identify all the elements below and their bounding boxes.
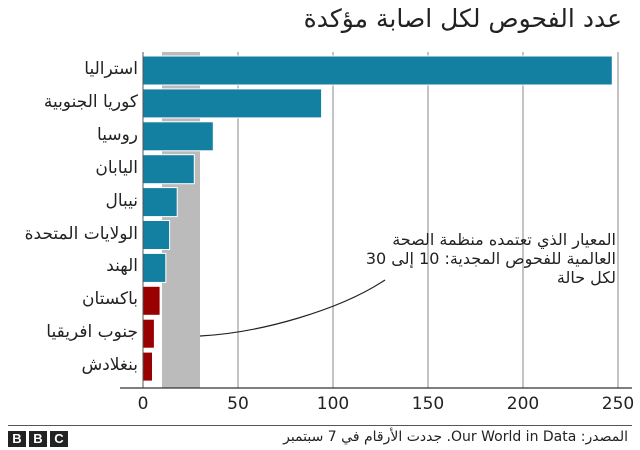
x-tick-label: 0 xyxy=(137,394,149,414)
bar xyxy=(142,88,323,119)
bar xyxy=(142,121,214,152)
bar xyxy=(142,285,161,316)
category-label: استراليا xyxy=(84,59,138,79)
category-label: اليابان xyxy=(95,157,138,178)
category-label: باكستان xyxy=(82,289,138,310)
bar xyxy=(142,351,153,382)
annotation-line-3: لكل حالة xyxy=(556,268,616,287)
category-label: نيبال xyxy=(105,190,138,211)
bar xyxy=(142,187,178,218)
bar xyxy=(142,154,195,185)
x-tick-label: 100 xyxy=(316,394,350,414)
annotation-leader-line xyxy=(199,279,386,337)
annotation-line-2: العالمية للفحوص المجدية: 10 إلى 30 xyxy=(365,249,616,268)
x-tick-label: 200 xyxy=(506,394,540,414)
source-note: المصدر: Our World in Data. جددت الأرقام … xyxy=(283,429,628,445)
category-label: الولايات المتحدة xyxy=(24,223,138,244)
bbc-logo-b1: B xyxy=(8,431,26,447)
bar xyxy=(142,252,167,283)
who-benchmark-annotation: المعيار الذي تعتمده منظمة الصحة العالمية… xyxy=(296,230,616,287)
footer-divider xyxy=(8,425,632,426)
bar xyxy=(142,318,155,349)
category-label: روسيا xyxy=(97,124,138,145)
bar xyxy=(142,220,171,250)
category-label: جنوب افريقيا xyxy=(46,322,138,343)
annotation-line-1: المعيار الذي تعتمده منظمة الصحة xyxy=(392,230,616,249)
x-tick-label: 50 xyxy=(227,394,249,414)
bbc-logo-c: C xyxy=(50,431,68,447)
bbc-logo-b2: B xyxy=(29,431,47,447)
x-tick-label: 150 xyxy=(411,394,445,414)
bar xyxy=(142,55,613,86)
x-tick-label: 250 xyxy=(601,394,635,414)
category-label: الهند xyxy=(106,256,138,277)
category-label: بنغلادش xyxy=(81,355,138,376)
chart-title: عدد الفحوص لكل اصابة مؤكدة xyxy=(303,4,622,33)
bbc-logo: B B C xyxy=(8,431,68,447)
category-label: كوريا الجنوبية xyxy=(43,91,138,112)
